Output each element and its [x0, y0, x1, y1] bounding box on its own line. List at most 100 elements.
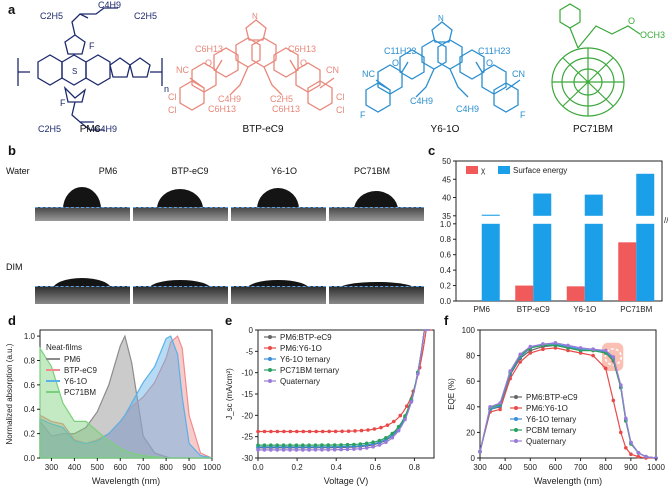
col-label-y6-1o: Y6-1O [270, 166, 297, 176]
chart-f-legend-marker [514, 417, 518, 421]
chart-e-legend-marker [268, 379, 272, 383]
chart-e-point-quaternary [275, 448, 279, 452]
chart-e-point-quaternary [332, 447, 337, 452]
chart-e-point-pc71bm-ternary [294, 443, 299, 447]
chart-f-point-quaternary [636, 451, 641, 455]
y6-label-c4h9-left: C4H9 [410, 96, 433, 106]
chart-e-point-pm6-y6-1o [262, 429, 267, 434]
dim-image-btp-ec9 [133, 276, 228, 304]
btp-label-n: N [252, 12, 258, 21]
chart-c-bar-chi [566, 286, 585, 301]
pm6-label-c2h5-top2: C2H5 [134, 11, 157, 21]
panel-label-f: f [444, 313, 449, 328]
chart-e-point-pm6-y6-1o [288, 429, 293, 434]
chart-e-point-quaternary [307, 448, 311, 452]
pm6-label-n: n [164, 84, 169, 94]
pm6-label-f-bot: F [60, 98, 66, 108]
chart-f-point-pm6-y6-1o [541, 347, 545, 351]
molecular-structures: C2H5 C4H9 C2H5 C2H5 C4H9 F F S n C6H13 C… [17, 0, 665, 134]
btp-label-o-right: O [300, 58, 307, 68]
chart-e-point-pm6-y6-1o [320, 429, 325, 434]
chart-d-series-pc71bm [39, 346, 212, 459]
btp-label-cn: CN [326, 65, 339, 75]
panel-label-b: b [8, 143, 16, 158]
panel-label-d: d [8, 313, 16, 328]
chart-e-point-pc71bm-ternary [384, 436, 388, 440]
chart-f-point-quaternary [478, 449, 482, 454]
dim-image-pm6 [35, 276, 130, 304]
y6-label-nc: NC [362, 69, 375, 79]
chart-d-xlabel: Wavelength (nm) [92, 476, 160, 486]
chart-e-point-quaternary [416, 372, 420, 376]
chart-f-eqe: 300 400 500 600 700 800 900 1000 0 20 40 60 80 100 Wav… [447, 326, 665, 486]
chart-f-ylabel: EQE (%) [447, 378, 456, 410]
btp-label-cl-3: Cl [336, 92, 345, 102]
row-label-dim: DIM [6, 262, 23, 272]
chart-e-point-pm6-y6-1o [256, 429, 260, 434]
y6-label-c4h9-right: C4H9 [456, 104, 479, 114]
chart-e-point-quaternary [256, 448, 260, 452]
btp-label-c6h13-bot-right: C6H13 [272, 104, 300, 114]
chart-e-point-quaternary [371, 445, 375, 449]
chart-d-ytick-label: 0.2 [24, 430, 36, 439]
chart-c-ytick-label: 0.2 [440, 282, 452, 291]
chart-c-legend-se: Surface energy [513, 166, 567, 175]
panel-label-c: c [428, 143, 436, 158]
chart-f-point-pm6-y6-1o [603, 366, 608, 371]
chart-f-point-pm6-y6-1o [518, 360, 522, 364]
chart-f-point-quaternary [603, 348, 608, 353]
chart-e-point-pm6-y6-1o [385, 423, 390, 427]
chart-e-point-quaternary [339, 447, 343, 452]
chart-d-ytick-label: 0.0 [24, 454, 36, 463]
chart-e-legend-marker [268, 357, 272, 361]
btp-label-c6h13-left: C6H13 [195, 44, 223, 54]
btp-label-cl-2: Cl [168, 105, 177, 115]
chart-e-point-pc71bm-ternary [345, 442, 350, 447]
chart-c-break-mark: // [664, 216, 668, 225]
chart-e-series-quaternary [258, 329, 431, 451]
chart-f-point-quaternary [541, 342, 545, 346]
chart-e-point-pc71bm-ternary [371, 440, 375, 444]
row-label-water: Water [6, 166, 30, 176]
chart-e-jv-curves: 0.0 0.2 0.4 0.6 0.8 -30 -25 -20 -15 -10 -5 0 Voltage… [225, 326, 435, 486]
chart-e-point-quaternary [409, 400, 414, 404]
chart-e-point-pm6-y6-1o [295, 429, 299, 434]
chart-f-point-pm6-y6-1o [624, 446, 628, 450]
btp-label-o-left: O [205, 58, 212, 68]
chart-f-point-quaternary [629, 440, 633, 445]
chart-e-point-quaternary [358, 446, 363, 451]
chart-e-xtick-label: 0.6 [370, 463, 382, 472]
chart-c-ytick-label: 0.0 [440, 297, 452, 306]
chart-e-point-quaternary [390, 435, 395, 440]
chart-e-legend-label: Quaternary [280, 377, 320, 386]
chart-e-point-pm6-y6-1o [372, 427, 377, 431]
chart-e-point-quaternary [384, 440, 388, 444]
chart-d-legend-label: PM6 [64, 355, 81, 364]
chart-f-ytick-label: 80 [466, 352, 475, 361]
chart-e-point-pm6-y6-1o [359, 428, 364, 433]
chart-e-point-quaternary [288, 448, 292, 452]
chart-f-point-pm6-y6-1o [528, 351, 533, 355]
chart-d-xtick-label: 500 [91, 463, 105, 472]
chart-e-point-pm6-y6-1o [405, 404, 409, 408]
chart-f-point-quaternary [566, 343, 570, 348]
chart-f-point-quaternary [553, 341, 558, 345]
chart-d-ylabel: Normalized absorption (a.u.) [5, 343, 14, 444]
chart-f-point-pm6-y6-1o [619, 430, 623, 435]
chart-f-frame [479, 329, 657, 459]
chart-f-xtick-label: 800 [599, 463, 613, 472]
chart-e-point-pc71bm-ternary [269, 443, 273, 447]
chart-e-point-pm6-y6-1o [301, 429, 306, 434]
chart-f-legend-label: Quaternary [526, 437, 566, 446]
chart-c-bar-se-upper [533, 193, 552, 216]
y6-label-n: N [438, 14, 444, 23]
molecule-name-pc71bm: PC71BM [572, 124, 613, 135]
chart-d-ytick-label: 0.4 [24, 405, 36, 414]
chart-e-point-pm6-y6-1o [275, 429, 280, 434]
chart-e-legend-marker [268, 368, 272, 372]
chart-e-point-pc71bm-ternary [256, 443, 260, 447]
chart-e-point-pc71bm-ternary [262, 443, 267, 447]
chart-e-point-quaternary [262, 448, 267, 452]
chart-f-xlabel: Wavelength (nm) [534, 476, 602, 486]
panel-label-e: e [225, 313, 233, 328]
